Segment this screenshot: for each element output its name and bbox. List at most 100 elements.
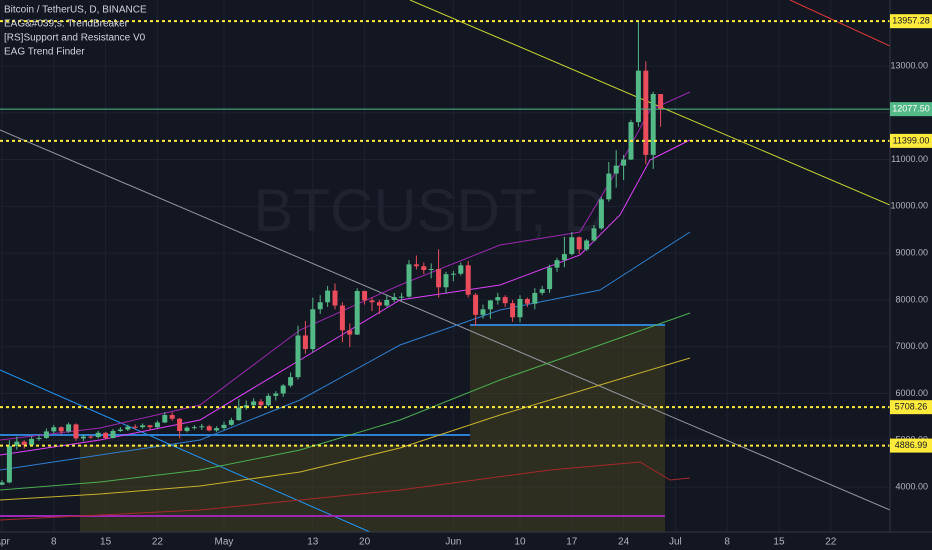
x-tick-label: 17 xyxy=(566,537,578,548)
ma-line xyxy=(0,139,691,456)
candle-body xyxy=(317,302,323,310)
candle-body xyxy=(14,441,20,446)
y-tick-label: 7000.00 xyxy=(895,341,928,351)
candle-body xyxy=(125,426,131,430)
y-tick-label: 11000.00 xyxy=(891,154,928,164)
price-label-box xyxy=(890,438,932,453)
candle-body xyxy=(643,70,649,155)
candle-body xyxy=(80,436,86,439)
candle-body xyxy=(495,297,501,301)
candle-body xyxy=(191,427,197,429)
y-tick-label: 6000.00 xyxy=(895,388,928,398)
candle-body xyxy=(154,422,160,428)
candle-body xyxy=(598,199,604,229)
watermark: BTCUSDT, D xyxy=(253,177,606,244)
candle-body xyxy=(228,420,234,425)
x-tick-label: 8 xyxy=(724,537,730,548)
ma-line xyxy=(0,91,691,441)
candle-body xyxy=(147,425,153,428)
y-tick-label: 10000.00 xyxy=(890,201,928,211)
candle-body xyxy=(288,377,294,386)
price-label: 4886.99 xyxy=(895,440,928,450)
candle-body xyxy=(532,292,538,304)
candle-body xyxy=(458,265,464,274)
candle-body xyxy=(140,425,146,428)
candle-body xyxy=(6,445,12,483)
x-tick-label: May xyxy=(215,537,234,548)
y-tick-label: 9000.00 xyxy=(895,248,928,258)
candle-body xyxy=(391,297,397,300)
candle-body xyxy=(480,309,486,315)
candle-body xyxy=(635,70,641,123)
candle-body xyxy=(613,165,619,174)
candle-body xyxy=(436,269,442,288)
candle-body xyxy=(510,303,516,318)
candle-body xyxy=(347,330,353,335)
ma-line xyxy=(0,461,691,521)
candle-body xyxy=(95,432,101,438)
grid xyxy=(0,0,890,532)
candle-body xyxy=(103,432,109,438)
candle-body xyxy=(162,415,168,423)
candles xyxy=(0,21,664,486)
candle-body xyxy=(576,237,582,250)
candle-body xyxy=(621,159,627,166)
chart-title: Bitcoin / TetherUS, D, BINANCE xyxy=(4,5,147,16)
candle-body xyxy=(473,294,479,315)
candle-body xyxy=(295,335,301,378)
candle-body xyxy=(362,291,368,301)
candle-body xyxy=(428,269,434,271)
candle-body xyxy=(606,173,612,200)
y-tick-label: 4000.00 xyxy=(895,481,928,491)
candle-body xyxy=(58,427,64,432)
candle-body xyxy=(524,298,530,304)
price-label-box xyxy=(890,400,932,415)
candle-body xyxy=(273,393,279,396)
candle-body xyxy=(184,427,190,431)
candle-body xyxy=(339,305,345,331)
candle-body xyxy=(265,395,271,406)
candle-body xyxy=(169,415,175,419)
candle-body xyxy=(591,228,597,241)
candle-body xyxy=(251,401,257,406)
candle-body xyxy=(132,426,138,428)
candle-body xyxy=(450,273,456,275)
candle-body xyxy=(569,237,575,255)
candle-body xyxy=(110,430,116,438)
x-tick-label: Jul xyxy=(669,537,682,548)
candle-body xyxy=(487,300,493,310)
trend-line xyxy=(0,129,891,511)
x-tick-label: 20 xyxy=(359,537,371,548)
y-tick-label: 13000.00 xyxy=(890,60,928,70)
candle-body xyxy=(650,94,656,155)
x-tick-label: Jun xyxy=(445,537,461,548)
levels xyxy=(0,20,890,447)
price-label-box xyxy=(890,133,932,148)
price-label: 12077.50 xyxy=(892,104,930,114)
x-tick-label: 10 xyxy=(514,537,526,548)
axes: 4000.005000.006000.007000.008000.009000.… xyxy=(0,14,932,548)
candle-body xyxy=(66,424,72,432)
price-label-box xyxy=(890,14,932,29)
candle-body xyxy=(413,264,419,267)
candle-body xyxy=(354,291,360,335)
price-scale xyxy=(890,0,932,550)
x-tick-label: 13 xyxy=(307,537,319,548)
candle-body xyxy=(658,94,664,110)
x-tick-label: 15 xyxy=(100,537,112,548)
x-tick-label: 22 xyxy=(152,537,164,548)
candle-body xyxy=(369,300,375,303)
indicator-name: EAG Trend Finder xyxy=(4,47,85,58)
y-tick-label: 8000.00 xyxy=(895,294,928,304)
candle-body xyxy=(21,441,27,445)
ma-line xyxy=(0,357,691,501)
indicator-name: EAG&#039;s: TrendBreaker xyxy=(4,19,129,30)
candle-body xyxy=(302,335,308,350)
trend-line xyxy=(409,0,891,206)
candle-body xyxy=(214,428,220,431)
ma-line xyxy=(0,231,691,471)
candle-body xyxy=(280,385,286,394)
x-tick-label: Apr xyxy=(0,537,10,548)
candle-body xyxy=(539,289,545,293)
